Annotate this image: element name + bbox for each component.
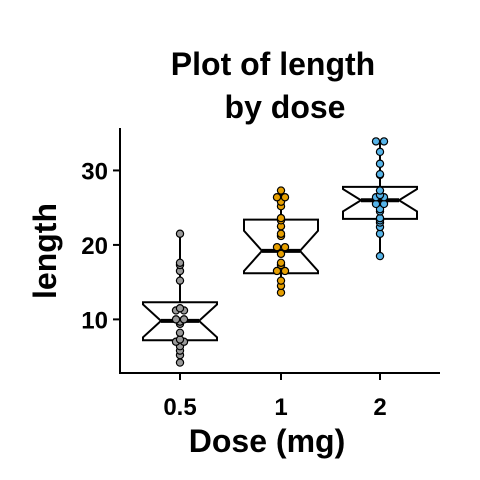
data-point-0.5 <box>175 304 185 313</box>
x-tick-label: 1 <box>274 394 287 421</box>
y-axis-ticks: 10 20 30 <box>81 158 120 334</box>
data-point-2 <box>371 137 381 146</box>
data-point-1 <box>276 276 286 285</box>
chart-title-line-2: by dose <box>225 89 346 125</box>
y-tick-label: 30 <box>81 158 108 185</box>
x-tick-label: 2 <box>373 394 386 421</box>
data-point-1 <box>272 266 282 276</box>
data-point-0.5 <box>175 258 185 267</box>
data-point-0.5 <box>175 229 185 238</box>
data-point-0.5 <box>175 276 185 285</box>
data-point-2 <box>375 159 385 168</box>
y-tick-label: 10 <box>81 307 108 334</box>
data-point-1 <box>272 193 282 202</box>
x-tick-label: 0.5 <box>163 394 196 421</box>
data-point-1 <box>280 266 290 276</box>
data-point-1 <box>276 213 286 223</box>
data-point-0.5 <box>171 315 181 324</box>
data-point-0.5 <box>175 328 185 337</box>
data-point-2 <box>375 169 385 179</box>
y-axis-title: length <box>27 203 63 299</box>
data-point-1 <box>276 229 286 238</box>
data-point-0.5 <box>175 358 185 367</box>
data-point-1 <box>272 242 282 252</box>
data-point-0.5 <box>179 315 189 324</box>
data-point-2 <box>375 251 385 261</box>
data-point-1 <box>276 249 286 259</box>
data-point-1 <box>276 258 286 267</box>
data-point-1 <box>280 193 290 202</box>
x-axis-ticks: 0.5 1 2 <box>163 373 387 421</box>
dots-layer <box>171 137 389 367</box>
data-point-1 <box>276 186 286 195</box>
data-point-2 <box>375 147 385 157</box>
x-axis-title: Dose (mg) <box>189 423 345 459</box>
data-point-2 <box>379 137 389 146</box>
chart-title-line-1: Plot of length <box>171 46 375 82</box>
data-point-2 <box>375 186 385 195</box>
data-point-1 <box>280 242 290 252</box>
y-tick-label: 20 <box>81 233 108 260</box>
